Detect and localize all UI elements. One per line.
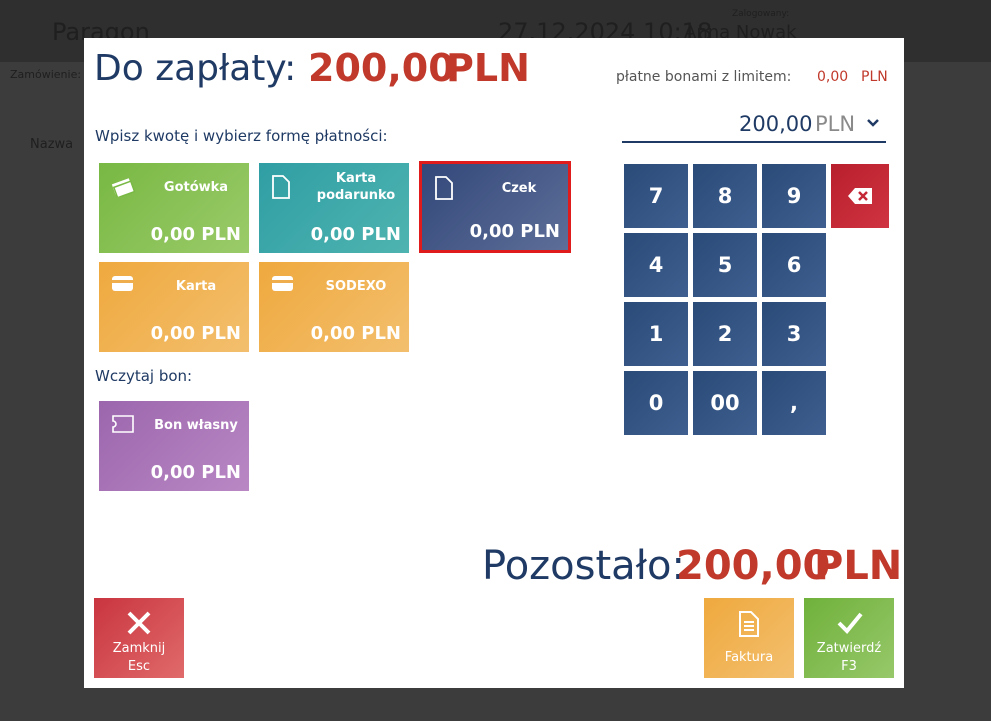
voucher-label: Wczytaj bon: — [95, 367, 193, 385]
voucher-limit-currency: PLN — [861, 69, 888, 85]
tile-name: Gotówka — [163, 180, 229, 195]
due-amount: 200,00 — [308, 46, 455, 90]
tile-name: Karta podarunko — [316, 171, 396, 203]
tile-name: Karta — [175, 279, 217, 294]
user: Anna Nowak — [684, 22, 797, 43]
payment-tile[interactable]: Gotówka 0,00 PLN — [99, 163, 249, 253]
payment-tile[interactable]: Karta podarunko 0,00 PLN — [259, 163, 409, 253]
amount-input[interactable]: 200,00 — [739, 112, 813, 136]
tile-name: SODEXO — [325, 279, 387, 294]
payment-label: Wpisz kwotę i wybierz formę płatności: — [95, 127, 388, 145]
remaining-amount: 200,00 — [676, 543, 831, 589]
remaining-label: Pozostało: — [482, 543, 685, 589]
tile-amount: 0,00 PLN — [150, 224, 241, 245]
payment-tile[interactable]: Karta 0,00 PLN — [99, 262, 249, 352]
voucher-limit-label: płatne bonami z limitem: — [616, 69, 792, 85]
backspace-key[interactable] — [831, 164, 889, 228]
keypad-key[interactable]: 9 — [762, 164, 826, 228]
tile-amount: 0,00 PLN — [150, 323, 241, 344]
button-shortcut: F3 — [841, 659, 857, 674]
keypad-key[interactable]: 00 — [693, 371, 757, 435]
keypad-key[interactable]: 5 — [693, 233, 757, 297]
invoice-button[interactable]: Faktura — [704, 598, 794, 678]
payment-dialog: Do zapłaty: 200,00 PLN płatne bonami z l… — [84, 38, 904, 688]
due-label: Do zapłaty: — [94, 48, 297, 89]
tile-amount: 0,00 PLN — [310, 224, 401, 245]
keypad-key[interactable]: 0 — [624, 371, 688, 435]
keypad-key[interactable]: 1 — [624, 302, 688, 366]
payment-tile-selected[interactable]: Czek 0,00 PLN — [419, 161, 571, 253]
tile-amount: 0,00 PLN — [150, 462, 241, 483]
keypad-key[interactable]: 4 — [624, 233, 688, 297]
keypad-key[interactable]: , — [762, 371, 826, 435]
close-button[interactable]: Zamknij Esc — [94, 598, 184, 678]
keypad-key[interactable]: 8 — [693, 164, 757, 228]
tile-name: Bon własny — [154, 418, 238, 433]
button-label: Zatwierdź — [816, 641, 882, 656]
confirm-button[interactable]: Zatwierdź F3 — [804, 598, 894, 678]
keypad-key[interactable]: 7 — [624, 164, 688, 228]
input-currency: PLN — [815, 112, 856, 136]
tile-name: Czek — [501, 181, 537, 196]
order-label: Zamówienie: — [10, 68, 82, 81]
button-label: Faktura — [724, 650, 774, 665]
input-underline — [622, 141, 886, 143]
tile-amount: 0,00 PLN — [469, 221, 560, 242]
tile-amount: 0,00 PLN — [310, 323, 401, 344]
keypad-key[interactable]: 6 — [762, 233, 826, 297]
remaining-currency: PLN — [814, 543, 903, 589]
button-label: Zamknij — [112, 641, 166, 656]
logged-label: Zalogowany: — [732, 9, 790, 19]
payment-tile[interactable]: SODEXO 0,00 PLN — [259, 262, 409, 352]
due-currency: PLN — [446, 46, 530, 90]
voucher-tile[interactable]: Bon własny 0,00 PLN — [99, 401, 249, 491]
dropdown-icon[interactable] — [866, 117, 880, 129]
button-shortcut: Esc — [127, 659, 151, 674]
voucher-limit-amount: 0,00 — [817, 69, 849, 85]
keypad-key[interactable]: 2 — [693, 302, 757, 366]
column-header: Nazwa — [30, 137, 74, 152]
keypad-key[interactable]: 3 — [762, 302, 826, 366]
